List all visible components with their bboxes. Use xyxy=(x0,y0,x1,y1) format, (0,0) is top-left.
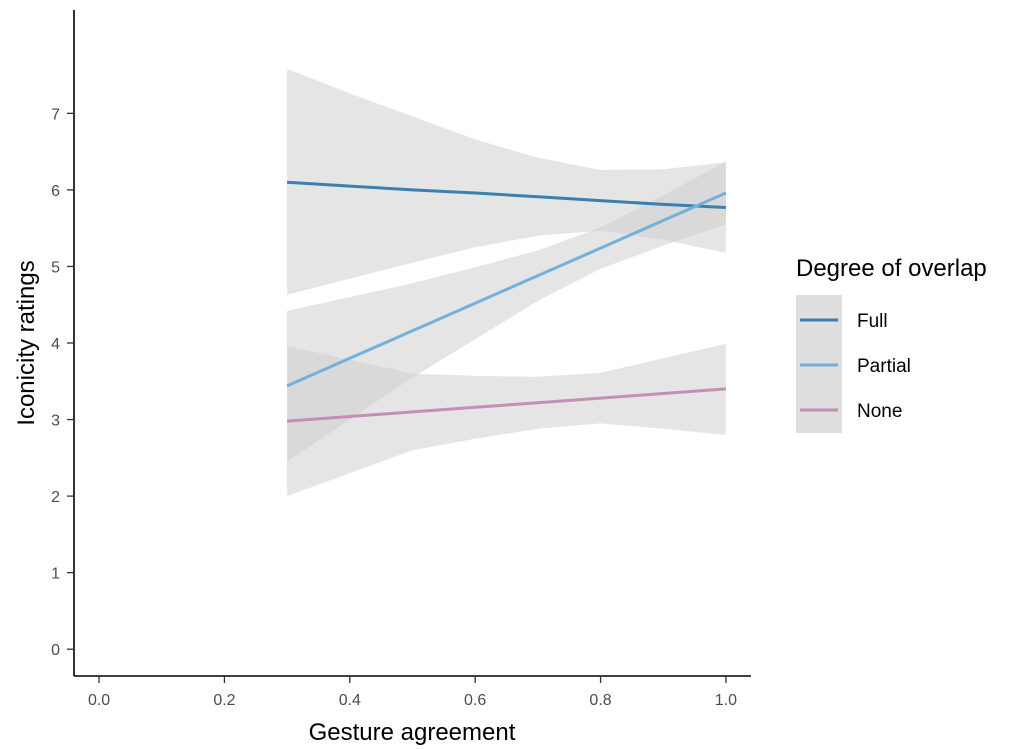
series-line-partial xyxy=(286,191,727,388)
x-tick-label: 0.8 xyxy=(589,692,611,709)
series-lines xyxy=(286,180,727,423)
ci-band-full xyxy=(287,68,726,295)
y-tick-label: 4 xyxy=(51,336,60,353)
legend-title: Degree of overlap xyxy=(796,255,987,282)
y-ticks: 0 1 2 3 4 5 6 7 xyxy=(51,106,74,659)
y-tick-label: 1 xyxy=(51,566,60,583)
series-line-none xyxy=(286,387,727,423)
legend-label-full: Full xyxy=(857,311,888,332)
y-tick-label: 6 xyxy=(51,183,60,200)
y-tick-label: 7 xyxy=(51,106,60,123)
x-tick-label: 0.4 xyxy=(339,692,361,709)
x-axis-title: Gesture agreement xyxy=(309,719,516,746)
legend-label-partial: Partial xyxy=(857,356,911,377)
x-tick-label: 0.6 xyxy=(464,692,486,709)
legend-label-none: None xyxy=(857,401,902,422)
y-tick-label: 2 xyxy=(51,489,60,506)
y-tick-label: 5 xyxy=(51,259,60,276)
series-line-full xyxy=(287,180,726,209)
x-ticks: 0.0 0.2 0.4 0.6 0.8 1.0 xyxy=(88,676,737,709)
y-axis-title: Iconicity ratings xyxy=(13,260,40,425)
y-tick-label: 0 xyxy=(51,642,60,659)
x-tick-label: 1.0 xyxy=(715,692,737,709)
x-tick-label: 0.2 xyxy=(213,692,235,709)
y-tick-label: 3 xyxy=(51,413,60,430)
x-tick-label: 0.0 xyxy=(88,692,110,709)
ci-band-none xyxy=(287,343,726,497)
legend: Degree of overlap Full Partial None xyxy=(796,255,987,433)
confidence-bands xyxy=(287,68,726,497)
